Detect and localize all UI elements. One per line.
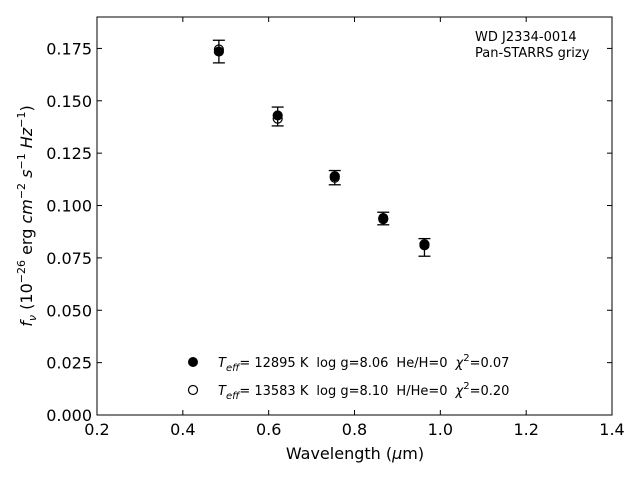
x-tick-label: 1.4 bbox=[599, 420, 624, 439]
y-tick-labels: 0.000 0.025 0.050 0.075 0.100 0.125 0.150 0.175 bbox=[46, 39, 92, 425]
point-filled bbox=[213, 46, 224, 57]
axis-ticks bbox=[96, 17, 613, 416]
y-tick-label: 0.050 bbox=[46, 301, 92, 320]
y-tick-label: 0.025 bbox=[46, 354, 92, 373]
y-tick-label: 0.075 bbox=[46, 249, 92, 268]
point-open bbox=[378, 214, 389, 225]
x-tick-label: 0.8 bbox=[342, 420, 367, 439]
y-tick-label: 0.125 bbox=[46, 144, 92, 163]
x-tick-labels: 0.2 0.4 0.6 0.8 1.0 1.2 1.4 bbox=[84, 420, 624, 439]
y-tick-label: 0.100 bbox=[46, 197, 92, 216]
x-tick-label: 0.4 bbox=[170, 420, 195, 439]
legend-marker-filled bbox=[188, 357, 198, 367]
x-axis-label: Wavelength (μm) bbox=[286, 444, 424, 463]
point-open bbox=[419, 239, 430, 250]
y-axis-label: fν (10−26 erg cm−2 s−1 Hz−1) bbox=[15, 105, 39, 326]
legend-marker-open bbox=[187, 384, 199, 396]
point-open bbox=[329, 172, 340, 183]
x-tick-label: 1.2 bbox=[513, 420, 538, 439]
model-points bbox=[213, 44, 430, 251]
y-tick-label: 0.175 bbox=[46, 39, 92, 58]
x-tick-label: 0.6 bbox=[256, 420, 281, 439]
annotation-survey: Pan-STARRS grizy bbox=[475, 46, 590, 61]
observed-error-bars bbox=[212, 39, 431, 257]
annotation-object: WD J2334-0014 bbox=[475, 30, 577, 45]
y-tick-label: 0.000 bbox=[46, 406, 92, 425]
x-tick-label: 0.2 bbox=[84, 420, 109, 439]
point-open bbox=[213, 44, 224, 55]
y-tick-label: 0.150 bbox=[46, 92, 92, 111]
point-open bbox=[272, 113, 283, 124]
x-tick-label: 1.0 bbox=[428, 420, 453, 439]
point-filled bbox=[272, 110, 283, 121]
